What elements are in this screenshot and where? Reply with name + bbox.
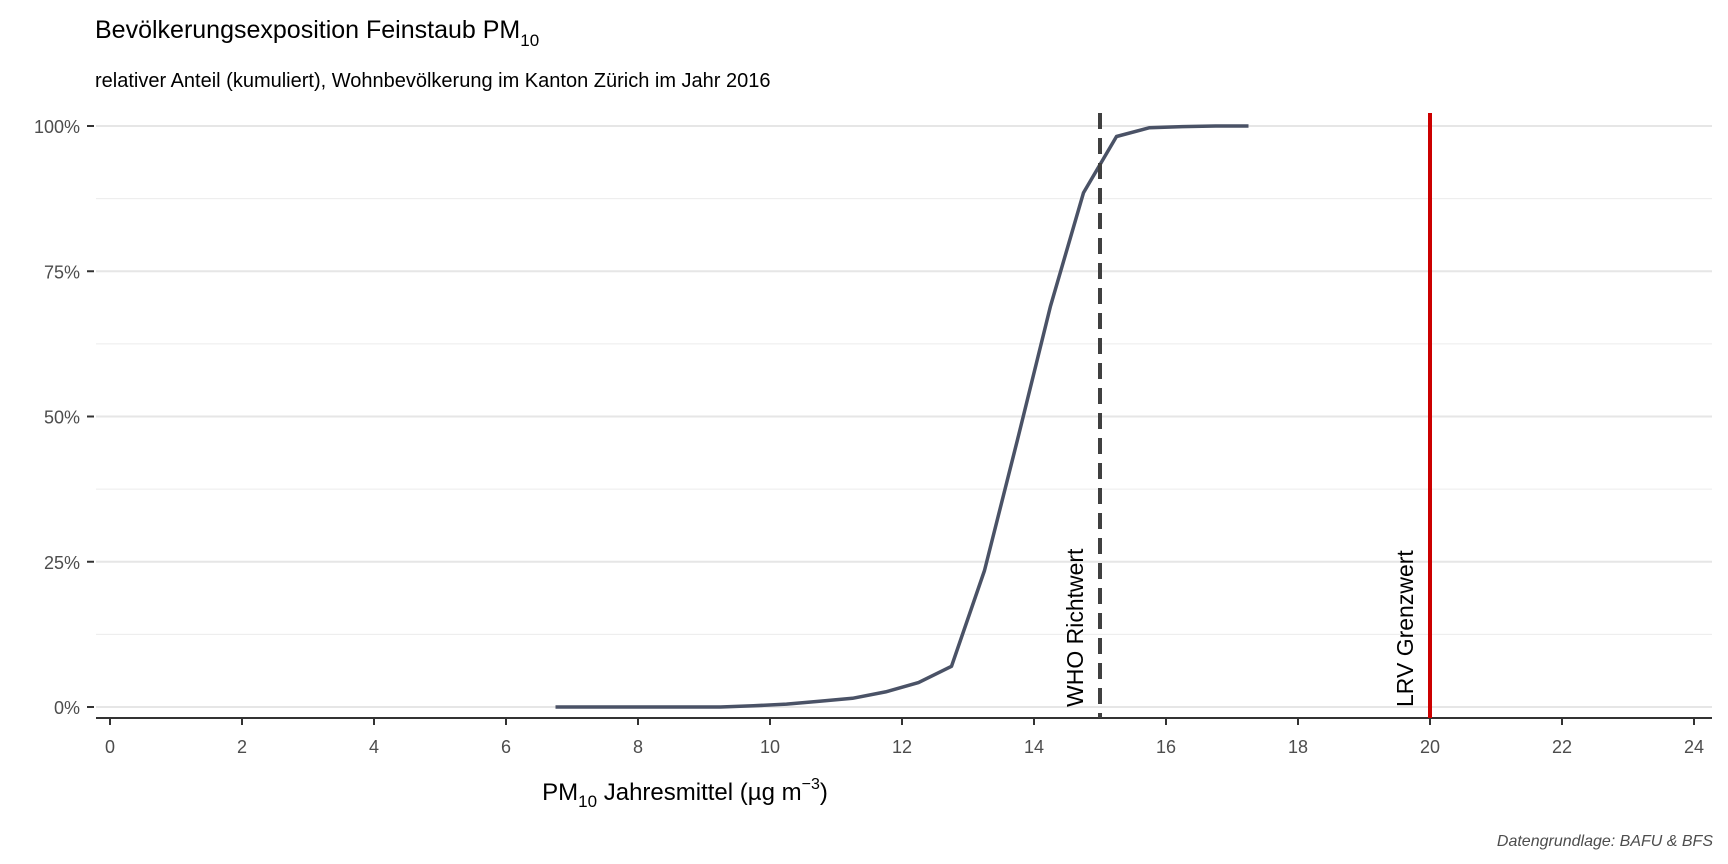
- x-axis: 0 2 4 6 8 10 12 14 16 18 20 22 24: [96, 717, 1712, 757]
- chart-title-subscript: 10: [520, 31, 539, 50]
- series-layer: [555, 124, 1249, 709]
- y-tick-label: 50%: [44, 408, 80, 428]
- x-tick-label: 24: [1684, 737, 1704, 757]
- x-tick-label: 12: [892, 737, 912, 757]
- y-tick-label: 75%: [44, 262, 80, 282]
- chart-subtitle: relativer Anteil (kumuliert), Wohnbevölk…: [95, 70, 771, 92]
- x-tick-label: 4: [369, 737, 379, 757]
- cumulative-line: [555, 124, 1249, 709]
- x-tick-label: 6: [501, 737, 511, 757]
- y-tick-label: 0%: [54, 698, 80, 718]
- x-tick-label: 2: [237, 737, 247, 757]
- y-axis: 0% 25% 50% 75% 100%: [34, 117, 94, 718]
- lrv-limit-label: LRV Grenzwert: [1392, 550, 1418, 707]
- x-tick-label: 0: [105, 737, 115, 757]
- grid-layer: [96, 125, 1712, 708]
- x-tick-label: 10: [760, 737, 780, 757]
- reference-lines: WHO Richtwert LRV Grenzwert: [1062, 113, 1432, 718]
- x-tick-label: 18: [1288, 737, 1308, 757]
- who-guideline-label: WHO Richtwert: [1062, 548, 1088, 707]
- x-tick-label: 14: [1024, 737, 1044, 757]
- x-tick-label: 22: [1552, 737, 1572, 757]
- x-tick-label: 8: [633, 737, 643, 757]
- chart-caption: Datengrundlage: BAFU & BFS: [1497, 833, 1713, 850]
- x-tick-label: 20: [1420, 737, 1440, 757]
- x-axis-title: PM10 Jahresmittel (µg m−3): [542, 776, 828, 811]
- y-tick-label: 100%: [34, 117, 80, 137]
- y-tick-label: 25%: [44, 553, 80, 573]
- x-tick-label: 16: [1156, 737, 1176, 757]
- chart-title: Bevölkerungsexposition Feinstaub PM10: [95, 16, 539, 50]
